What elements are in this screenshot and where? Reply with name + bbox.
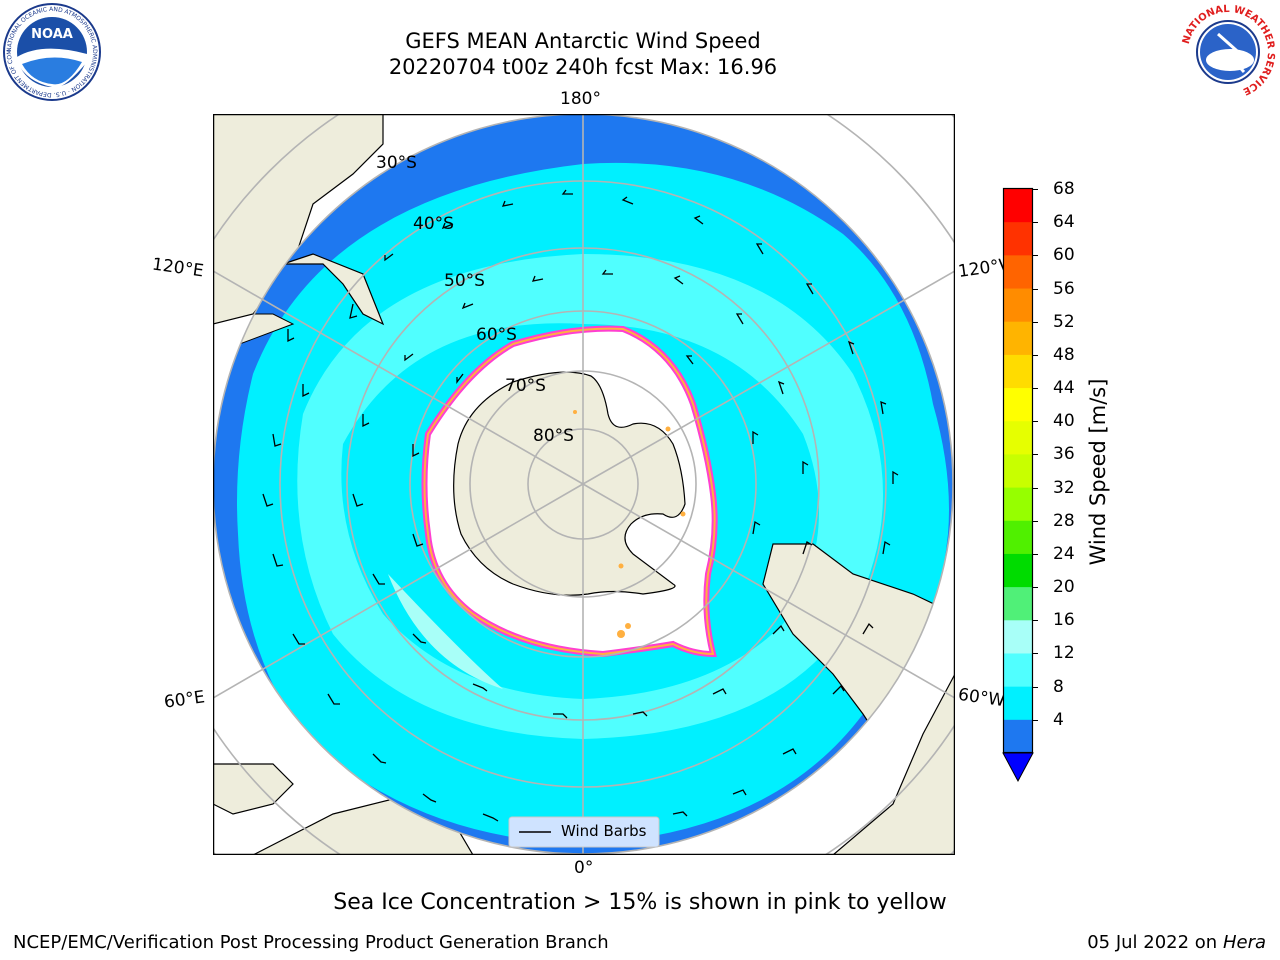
- colorbar-tick-mark: [1032, 288, 1038, 290]
- colorbar-segment: [1004, 653, 1032, 688]
- colorbar-segment: [1004, 719, 1032, 754]
- colorbar-segment: [1004, 520, 1032, 555]
- ice-specks: [573, 410, 686, 638]
- colorbar-tick-label: 28: [1053, 510, 1075, 531]
- lon-label-60w: 60°W: [956, 684, 1007, 712]
- colorbar-tick-mark: [1032, 553, 1038, 555]
- colorbar-tick-label: 60: [1053, 245, 1075, 266]
- noaa-logo-text: NOAA: [31, 27, 73, 42]
- colorbar-tick-label: 12: [1053, 643, 1075, 664]
- colorbar-tick-label: 40: [1053, 411, 1075, 432]
- colorbar-segment: [1004, 454, 1032, 489]
- map-title: GEFS MEAN Antarctic Wind Speed: [405, 29, 761, 53]
- antarctica: [453, 371, 686, 596]
- lon-label-60e: 60°E: [162, 687, 207, 713]
- lon-label-180: 180°: [560, 89, 601, 109]
- lat-label-30s: 30°S: [376, 153, 417, 173]
- graticule: [213, 114, 955, 855]
- colorbar-segment: [1004, 620, 1032, 654]
- lat-label-40s: 40°S: [413, 214, 454, 234]
- colorbar-tick-mark: [1032, 354, 1038, 356]
- legend-label: Wind Barbs: [561, 822, 647, 840]
- footer-host: Hera: [1222, 932, 1266, 953]
- colorbar-tick-mark: [1032, 653, 1038, 655]
- colorbar-frame: [1002, 187, 1034, 754]
- lat-label-60s: 60°S: [476, 325, 517, 345]
- lat-label-80s: 80°S: [533, 426, 574, 446]
- colorbar-tick-mark: [1032, 520, 1038, 522]
- lon-label-120e: 120°E: [150, 254, 205, 282]
- colorbar-segment: [1004, 354, 1032, 389]
- colorbar-tick-mark: [1032, 421, 1038, 423]
- colorbar-tick-label: 4: [1053, 709, 1064, 730]
- colorbar-under-triangle: [1002, 752, 1034, 783]
- colorbar-tick-label: 36: [1053, 444, 1075, 465]
- colorbar-segments: [1004, 189, 1032, 754]
- footer-date: 05 Jul 2022 on: [1087, 932, 1223, 953]
- colorbar: [1002, 187, 1034, 783]
- colorbar-tick-mark: [1032, 719, 1038, 721]
- colorbar-segment: [1004, 587, 1032, 621]
- colorbar-segment: [1004, 288, 1032, 323]
- colorbar-segment: [1004, 255, 1032, 290]
- polar-map: [213, 114, 955, 855]
- colorbar-tick-mark: [1032, 388, 1038, 390]
- map-subtitle: 20220704 t00z 240h fcst Max: 16.96: [388, 55, 778, 79]
- colorbar-tick-mark: [1032, 321, 1038, 323]
- colorbar-segment: [1004, 189, 1032, 223]
- colorbar-tick-mark: [1032, 487, 1038, 489]
- colorbar-tick-label: 20: [1053, 577, 1075, 598]
- colorbar-tick-mark: [1032, 454, 1038, 456]
- colorbar-tick-mark: [1032, 189, 1038, 190]
- colorbar-tick-mark: [1032, 222, 1038, 224]
- sea-ice-caption: Sea Ice Concentration > 15% is shown in …: [333, 890, 947, 915]
- wind-barbs: [262, 189, 899, 832]
- colorbar-segment: [1004, 222, 1032, 256]
- colorbar-tick-mark: [1032, 587, 1038, 589]
- colorbar-tick-label: 48: [1053, 344, 1075, 365]
- colorbar-tick-label: 16: [1053, 610, 1075, 631]
- colorbar-tick-label: 64: [1053, 212, 1075, 233]
- colorbar-tick-label: 44: [1053, 378, 1075, 399]
- colorbar-segment: [1004, 421, 1032, 455]
- colorbar-segment: [1004, 686, 1032, 721]
- colorbar-tick-mark: [1032, 686, 1038, 688]
- colorbar-segment: [1004, 553, 1032, 588]
- colorbar-tick-mark: [1032, 620, 1038, 622]
- colorbar-segment: [1004, 487, 1032, 522]
- footer-left: NCEP/EMC/Verification Post Processing Pr…: [13, 932, 609, 953]
- colorbar-tick-mark: [1032, 255, 1038, 257]
- nws-logo: NATIONAL WEATHER SERVICE: [1180, 4, 1276, 100]
- footer-right: 05 Jul 2022 on Hera: [1087, 932, 1266, 953]
- lat-label-70s: 70°S: [505, 376, 546, 396]
- colorbar-tick-label: 24: [1053, 543, 1075, 564]
- colorbar-tick-label: 68: [1053, 179, 1075, 199]
- lat-label-50s: 50°S: [444, 271, 485, 291]
- colorbar-label: Wind Speed [m/s]: [1086, 378, 1110, 566]
- colorbar-segment: [1004, 388, 1032, 422]
- colorbar-tick-label: 32: [1053, 477, 1075, 498]
- legend-box: [508, 816, 660, 848]
- map-frame: [213, 114, 955, 855]
- colorbar-tick-label: 52: [1053, 311, 1075, 332]
- lon-label-0: 0°: [574, 858, 594, 878]
- colorbar-tick-label: 56: [1053, 278, 1075, 299]
- colorbar-tick-label: 8: [1053, 676, 1064, 697]
- colorbar-segment: [1004, 321, 1032, 356]
- noaa-logo: NATIONAL OCEANIC AND ATMOSPHERIC ADMINIS…: [2, 2, 101, 101]
